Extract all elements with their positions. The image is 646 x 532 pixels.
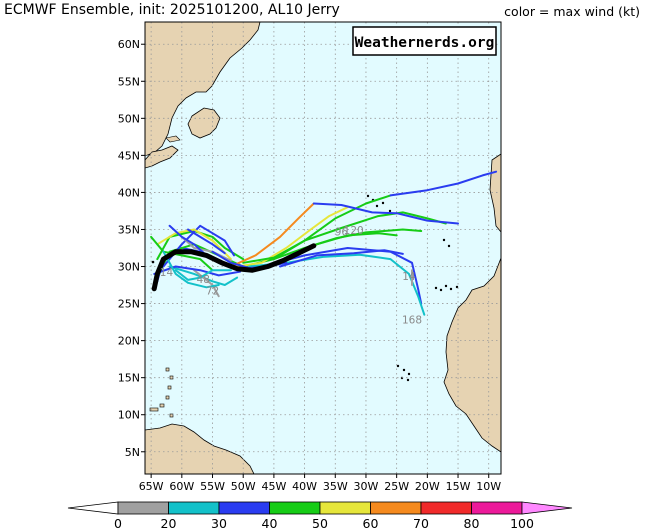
lon-tick-label: 10W [476,480,501,493]
ensemble-member-track [193,269,220,298]
colorbar-under-arrow [67,501,119,515]
forecast-hour-label: 120 [344,225,364,237]
lon-tick-label: 30W [354,480,379,493]
forecast-hour-label: 48 [197,274,210,286]
ensemble-member-track [168,265,239,286]
colorbar-tick-label: 30 [211,516,227,531]
colorbar-segment [471,501,523,515]
colorbar-tick-label: 60 [363,516,379,531]
color-legend-note: color = max wind (kt) [504,4,640,19]
colorbar-segment [370,501,422,515]
land-pei [165,135,181,143]
atlantic-islands [151,194,459,382]
colorbar-segment [269,501,321,515]
ensemble-member-track [236,206,349,268]
land-newfoundland [187,107,221,139]
colorbar-over-arrow [521,501,573,515]
lat-tick-label: 45N [118,149,140,162]
lon-tick-label: 25W [384,480,409,493]
ensemble-member-track [156,228,232,261]
ensemble-member-track [162,224,235,268]
forecast-hour-label: 168 [402,315,422,327]
watermark: Weathernerds.org [352,26,497,56]
lat-tick-label: 35N [118,223,140,236]
forecast-hour-label: 14 [402,271,416,283]
lon-tick-label: 60W [169,480,194,493]
lon-tick-label: 40W [292,480,317,493]
colorbar-tick-label: 80 [464,516,480,531]
colorbar-tick-label: 70 [413,516,429,531]
colorbar-segment [218,501,270,515]
colorbar-tick-label: 50 [312,516,328,531]
lon-tick-label: 35W [323,480,348,493]
svg-text:Weathernerds.org: Weathernerds.org [355,35,495,51]
colorbar-tick-label: 20 [161,516,177,531]
longitude-tick-labels: 65W 60W 55W 50W 45W 40W 35W 30W 25W 20W 15W 10W [139,474,501,493]
colorbar-segment [420,501,472,515]
lat-tick-label: 5N [125,446,140,459]
lon-tick-label: 50W [231,480,256,493]
ensemble-member-track [389,170,498,197]
ensemble-member-track [153,265,242,277]
forecast-hour-label: 72 [206,286,219,298]
lon-tick-label: 45W [261,480,286,493]
ensemble-member-track [229,202,315,268]
ensemble-tracks [150,170,498,316]
forecast-hour-label: 14 [160,267,174,279]
ensemble-member-track [168,224,208,257]
colorbar-segment [168,501,220,515]
ensemble-member-track [279,249,404,268]
ensemble-member-track [187,228,226,255]
ensemble-member-track [150,235,214,272]
colorbar-tick-label: 40 [262,516,278,531]
lat-tick-label: 40N [118,186,140,199]
latitude-tick-labels: 5N 10N 15N 20N 25N 30N 35N 40N 45N 50N 55N 60N [118,38,145,459]
ensemble-member-track [162,250,220,289]
lon-tick-label: 15W [446,480,471,493]
land-nova-scotia [145,145,179,169]
ensemble-member-track [312,202,459,225]
colorbar-tick-label: 100 [510,516,534,531]
colorbar: 0 20 30 40 50 60 70 80 100 [67,501,573,531]
land-africa [443,257,501,453]
map-frame [144,21,502,475]
lat-tick-label: 50N [118,112,140,125]
lon-tick-label: 55W [200,480,225,493]
lon-tick-label: 65W [139,480,164,493]
lat-tick-label: 10N [118,409,140,422]
lat-tick-label: 20N [118,335,140,348]
ensemble-mean-track [151,243,317,292]
lat-tick-label: 55N [118,75,140,88]
land-south-america [145,423,255,474]
land-north-america [145,22,261,157]
lat-tick-label: 30N [118,261,140,274]
colorbar-segment [117,501,169,515]
ensemble-member-track [242,211,447,264]
ensemble-member-track [174,269,232,281]
colorbar-segment [319,501,371,515]
forecast-hour-label: 96 [335,226,349,238]
lon-tick-label: 20W [415,480,440,493]
caribbean-islands [149,367,174,418]
map-title: ECMWF Ensemble, init: 2025101200, AL10 J… [4,2,340,18]
lat-tick-label: 15N [118,372,140,385]
lat-tick-label: 60N [118,38,140,51]
lat-tick-label: 25N [118,298,140,311]
colorbar-tick-label: 0 [114,516,122,531]
